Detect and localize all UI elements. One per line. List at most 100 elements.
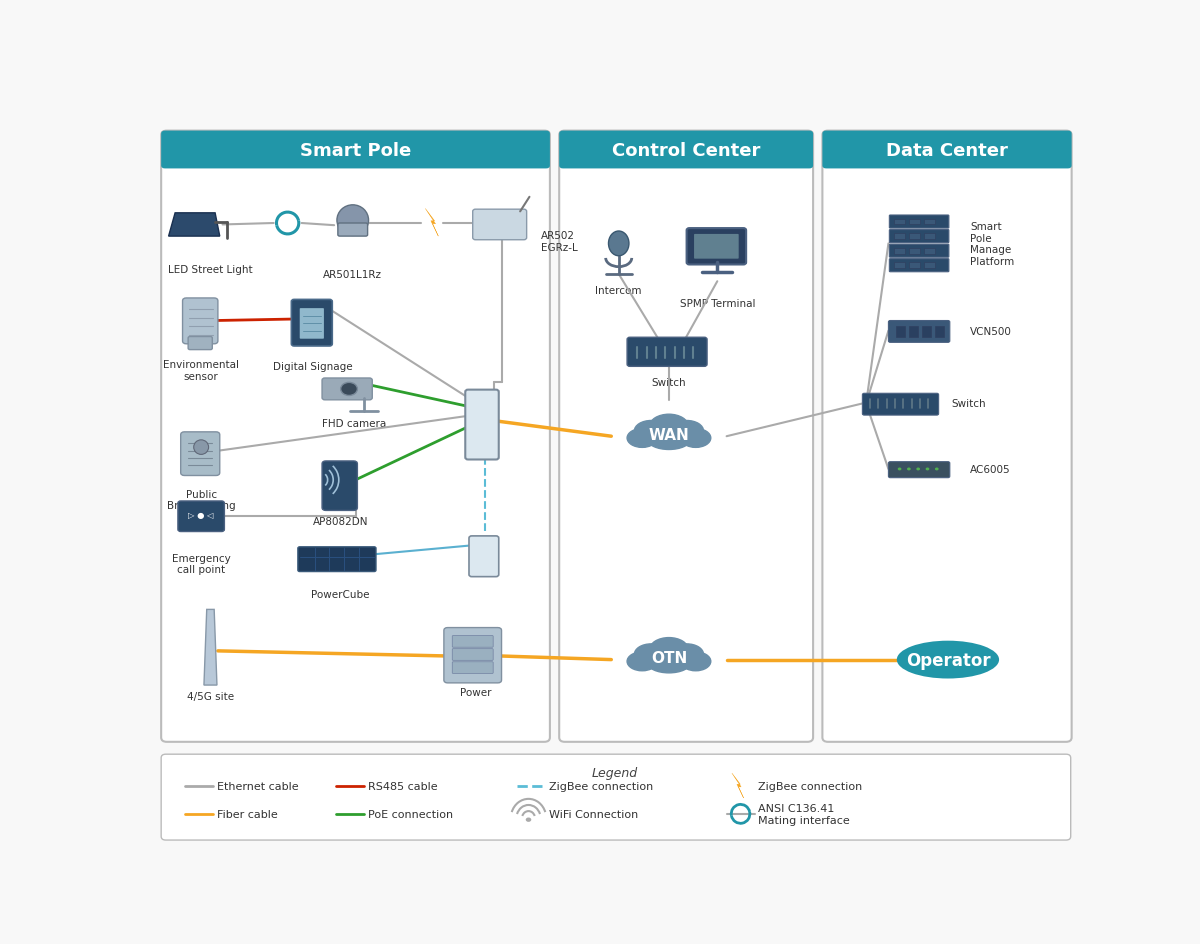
Bar <box>908 248 920 254</box>
FancyBboxPatch shape <box>300 309 324 339</box>
Text: AR502
EGRz-L: AR502 EGRz-L <box>540 231 577 253</box>
Text: Emergency
call point: Emergency call point <box>172 553 230 575</box>
Text: ▷ ● ◁: ▷ ● ◁ <box>188 511 214 520</box>
Text: PoE connection: PoE connection <box>367 809 452 819</box>
Text: Data Center: Data Center <box>886 142 1008 160</box>
Ellipse shape <box>608 232 629 257</box>
FancyBboxPatch shape <box>889 216 949 228</box>
Polygon shape <box>732 773 744 798</box>
Bar <box>908 219 920 226</box>
Text: AR501L1Rz: AR501L1Rz <box>323 270 383 279</box>
Text: FHD camera: FHD camera <box>323 418 386 429</box>
FancyBboxPatch shape <box>686 228 746 265</box>
Circle shape <box>907 468 911 471</box>
FancyBboxPatch shape <box>181 432 220 476</box>
Text: Switch: Switch <box>952 399 986 409</box>
FancyBboxPatch shape <box>452 662 493 674</box>
Bar <box>924 248 935 254</box>
Bar <box>894 234 905 240</box>
FancyBboxPatch shape <box>322 462 358 511</box>
Text: LED Street Light: LED Street Light <box>168 264 253 275</box>
FancyBboxPatch shape <box>452 649 493 661</box>
FancyBboxPatch shape <box>466 390 499 460</box>
Ellipse shape <box>628 430 658 447</box>
Ellipse shape <box>628 652 658 671</box>
Text: Switch: Switch <box>652 378 686 387</box>
FancyBboxPatch shape <box>888 463 949 479</box>
Bar <box>894 263 905 269</box>
Text: SPMP Terminal: SPMP Terminal <box>679 298 755 309</box>
FancyBboxPatch shape <box>863 394 938 415</box>
Circle shape <box>526 818 532 822</box>
Circle shape <box>917 468 920 471</box>
Text: Public
Broadcasting: Public Broadcasting <box>167 489 235 511</box>
Bar <box>908 234 920 240</box>
Ellipse shape <box>648 653 690 673</box>
Ellipse shape <box>341 383 358 396</box>
Text: ZigBee connection: ZigBee connection <box>548 782 653 791</box>
FancyBboxPatch shape <box>292 300 332 346</box>
Polygon shape <box>204 610 217 685</box>
FancyBboxPatch shape <box>889 244 949 258</box>
Ellipse shape <box>635 421 668 442</box>
Ellipse shape <box>193 440 209 455</box>
Bar <box>908 327 918 337</box>
Ellipse shape <box>337 206 368 236</box>
FancyBboxPatch shape <box>889 230 949 244</box>
Text: RS485 cable: RS485 cable <box>367 782 437 791</box>
FancyBboxPatch shape <box>889 260 949 273</box>
Text: Intercom: Intercom <box>595 285 642 295</box>
Text: OTN: OTN <box>650 650 688 666</box>
Circle shape <box>925 468 929 471</box>
Text: ANSI C136.41
Mating interface: ANSI C136.41 Mating interface <box>758 803 850 825</box>
Ellipse shape <box>635 644 668 666</box>
FancyBboxPatch shape <box>888 321 949 343</box>
FancyBboxPatch shape <box>161 131 550 169</box>
FancyBboxPatch shape <box>473 210 527 241</box>
FancyBboxPatch shape <box>161 131 550 742</box>
FancyBboxPatch shape <box>822 131 1072 742</box>
Text: VCN500: VCN500 <box>971 327 1012 336</box>
Text: Operator: Operator <box>906 651 990 669</box>
Text: Fiber cable: Fiber cable <box>217 809 277 819</box>
Bar <box>922 327 931 337</box>
Circle shape <box>935 468 938 471</box>
FancyBboxPatch shape <box>161 754 1070 840</box>
FancyBboxPatch shape <box>469 536 499 577</box>
FancyBboxPatch shape <box>628 338 707 367</box>
Polygon shape <box>425 210 438 237</box>
Text: Environmental
sensor: Environmental sensor <box>163 360 239 381</box>
FancyBboxPatch shape <box>452 636 493 648</box>
Bar <box>924 219 935 226</box>
Bar <box>894 248 905 254</box>
Text: AC6005: AC6005 <box>971 464 1010 475</box>
Text: Power: Power <box>460 687 491 698</box>
Ellipse shape <box>896 641 1000 679</box>
Text: 4/5G site: 4/5G site <box>187 691 234 701</box>
Text: WAN: WAN <box>648 428 689 443</box>
Bar <box>908 263 920 269</box>
FancyBboxPatch shape <box>322 379 372 400</box>
Text: Legend: Legend <box>592 766 638 779</box>
Text: Digital Signage: Digital Signage <box>272 362 353 372</box>
FancyBboxPatch shape <box>178 501 224 532</box>
Bar <box>935 327 944 337</box>
Ellipse shape <box>670 644 703 666</box>
Text: Ethernet cable: Ethernet cable <box>217 782 299 791</box>
Ellipse shape <box>649 638 689 663</box>
FancyBboxPatch shape <box>694 235 739 260</box>
Ellipse shape <box>648 430 690 450</box>
Bar <box>924 234 935 240</box>
Text: PowerCube: PowerCube <box>312 589 370 599</box>
Text: AP8082DN: AP8082DN <box>313 516 368 527</box>
Text: ZigBee connection: ZigBee connection <box>758 782 863 791</box>
Text: Smart Pole: Smart Pole <box>300 142 412 160</box>
Ellipse shape <box>670 421 703 442</box>
Circle shape <box>898 468 901 471</box>
Ellipse shape <box>649 414 689 439</box>
Text: Smart
Pole
Manage
Platform: Smart Pole Manage Platform <box>971 222 1014 266</box>
FancyBboxPatch shape <box>444 628 502 683</box>
Bar <box>894 219 905 226</box>
FancyBboxPatch shape <box>559 131 814 169</box>
Text: WiFi Connection: WiFi Connection <box>548 809 638 819</box>
